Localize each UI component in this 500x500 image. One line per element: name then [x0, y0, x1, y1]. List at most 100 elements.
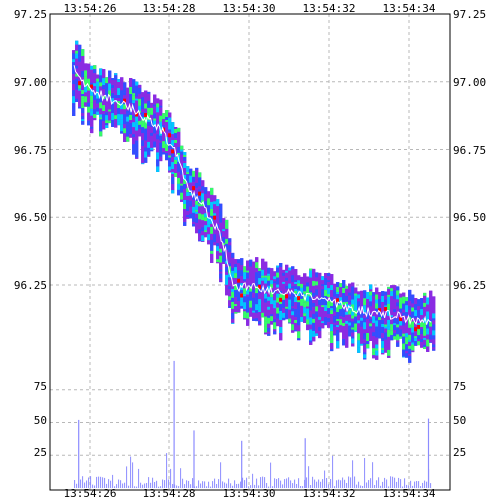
depth-cell — [174, 133, 178, 138]
depth-cell — [297, 318, 301, 326]
depth-cell — [291, 308, 295, 312]
depth-cell — [186, 211, 190, 216]
depth-cell — [129, 134, 133, 138]
depth-cell — [231, 318, 235, 323]
depth-cell — [141, 117, 145, 120]
depth-hotspot — [78, 81, 82, 86]
depth-cell — [183, 196, 187, 200]
depth-cell — [324, 285, 328, 291]
depth-cell — [135, 96, 139, 99]
depth-cell — [78, 90, 82, 93]
depth-cell — [384, 322, 388, 325]
depth-cell — [393, 295, 397, 300]
depth-cell — [72, 96, 76, 104]
depth-cell — [282, 293, 286, 300]
depth-cell — [318, 288, 322, 291]
depth-cell — [294, 330, 298, 332]
depth-cell — [336, 327, 340, 331]
depth-cell — [318, 316, 322, 320]
depth-cell — [252, 310, 256, 313]
depth-cell — [342, 305, 346, 308]
right-volume-tick-label: 25 — [453, 446, 466, 459]
depth-cell — [402, 333, 406, 337]
depth-cell — [195, 174, 199, 180]
depth-cell — [267, 285, 271, 292]
depth-cell — [384, 345, 388, 350]
depth-cell — [396, 334, 400, 341]
depth-cell — [399, 325, 403, 330]
depth-cell — [243, 318, 247, 320]
depth-cell — [369, 313, 373, 316]
depth-cell — [279, 304, 283, 311]
depth-cell — [351, 315, 355, 319]
volume-bar — [258, 485, 260, 488]
left-volume-tick-label: 75 — [34, 380, 47, 393]
volume-bar — [98, 476, 100, 488]
depth-cell — [231, 262, 235, 268]
depth-cell — [204, 187, 208, 195]
depth-cell — [102, 99, 106, 102]
depth-cell — [276, 307, 280, 314]
depth-cell — [306, 301, 310, 307]
volume-bar — [310, 485, 312, 488]
depth-cell — [249, 278, 253, 285]
depth-cell — [378, 335, 382, 339]
depth-cell — [204, 230, 208, 233]
depth-cell — [375, 328, 379, 336]
depth-cell — [225, 231, 229, 239]
depth-cell — [102, 73, 106, 79]
depth-cell — [285, 299, 289, 307]
depth-cell — [369, 303, 373, 307]
depth-cell — [273, 305, 277, 309]
depth-cell — [168, 142, 172, 149]
depth-cell — [219, 242, 223, 249]
depth-cell — [183, 189, 187, 193]
depth-cell — [261, 264, 265, 270]
depth-cell — [288, 304, 292, 310]
depth-cell — [165, 117, 169, 120]
depth-cell — [345, 285, 349, 289]
depth-cell — [144, 93, 148, 99]
depth-cell — [285, 264, 289, 271]
depth-cell — [297, 302, 301, 309]
depth-cell — [174, 160, 178, 164]
depth-cell — [216, 224, 220, 229]
depth-cell — [132, 141, 136, 145]
depth-cell — [90, 76, 94, 83]
depth-cell — [246, 318, 250, 323]
depth-cell — [282, 312, 286, 318]
depth-cell — [429, 302, 433, 310]
depth-cell — [126, 91, 130, 97]
depth-cell — [282, 272, 286, 276]
depth-cell — [255, 279, 259, 287]
depth-cell — [99, 95, 103, 103]
depth-cell — [129, 115, 133, 120]
depth-cell — [96, 74, 100, 79]
depth-hotspot — [171, 149, 175, 154]
depth-cell — [189, 206, 193, 214]
depth-cell — [390, 324, 394, 331]
volume-bar — [262, 476, 264, 488]
depth-cell — [303, 313, 307, 317]
depth-cell — [267, 304, 271, 307]
depth-cell — [261, 277, 265, 281]
depth-cell — [282, 281, 286, 284]
volume-bar — [156, 480, 158, 488]
depth-cell — [135, 130, 139, 138]
depth-cell — [315, 281, 319, 286]
depth-cell — [387, 329, 391, 337]
depth-cell — [132, 100, 136, 104]
depth-cell — [111, 80, 115, 86]
bottom-time-tick-label: 13:54:26 — [64, 487, 117, 500]
depth-cell — [117, 101, 121, 109]
depth-cell — [132, 153, 136, 155]
depth-cell — [165, 132, 169, 137]
volume-bar — [354, 476, 356, 488]
depth-hotspot — [192, 186, 196, 191]
depth-cell — [372, 314, 376, 317]
depth-cell — [390, 330, 394, 336]
depth-cell — [90, 126, 94, 129]
depth-cell — [219, 216, 223, 223]
depth-cell — [273, 313, 277, 320]
depth-cell — [390, 308, 394, 316]
